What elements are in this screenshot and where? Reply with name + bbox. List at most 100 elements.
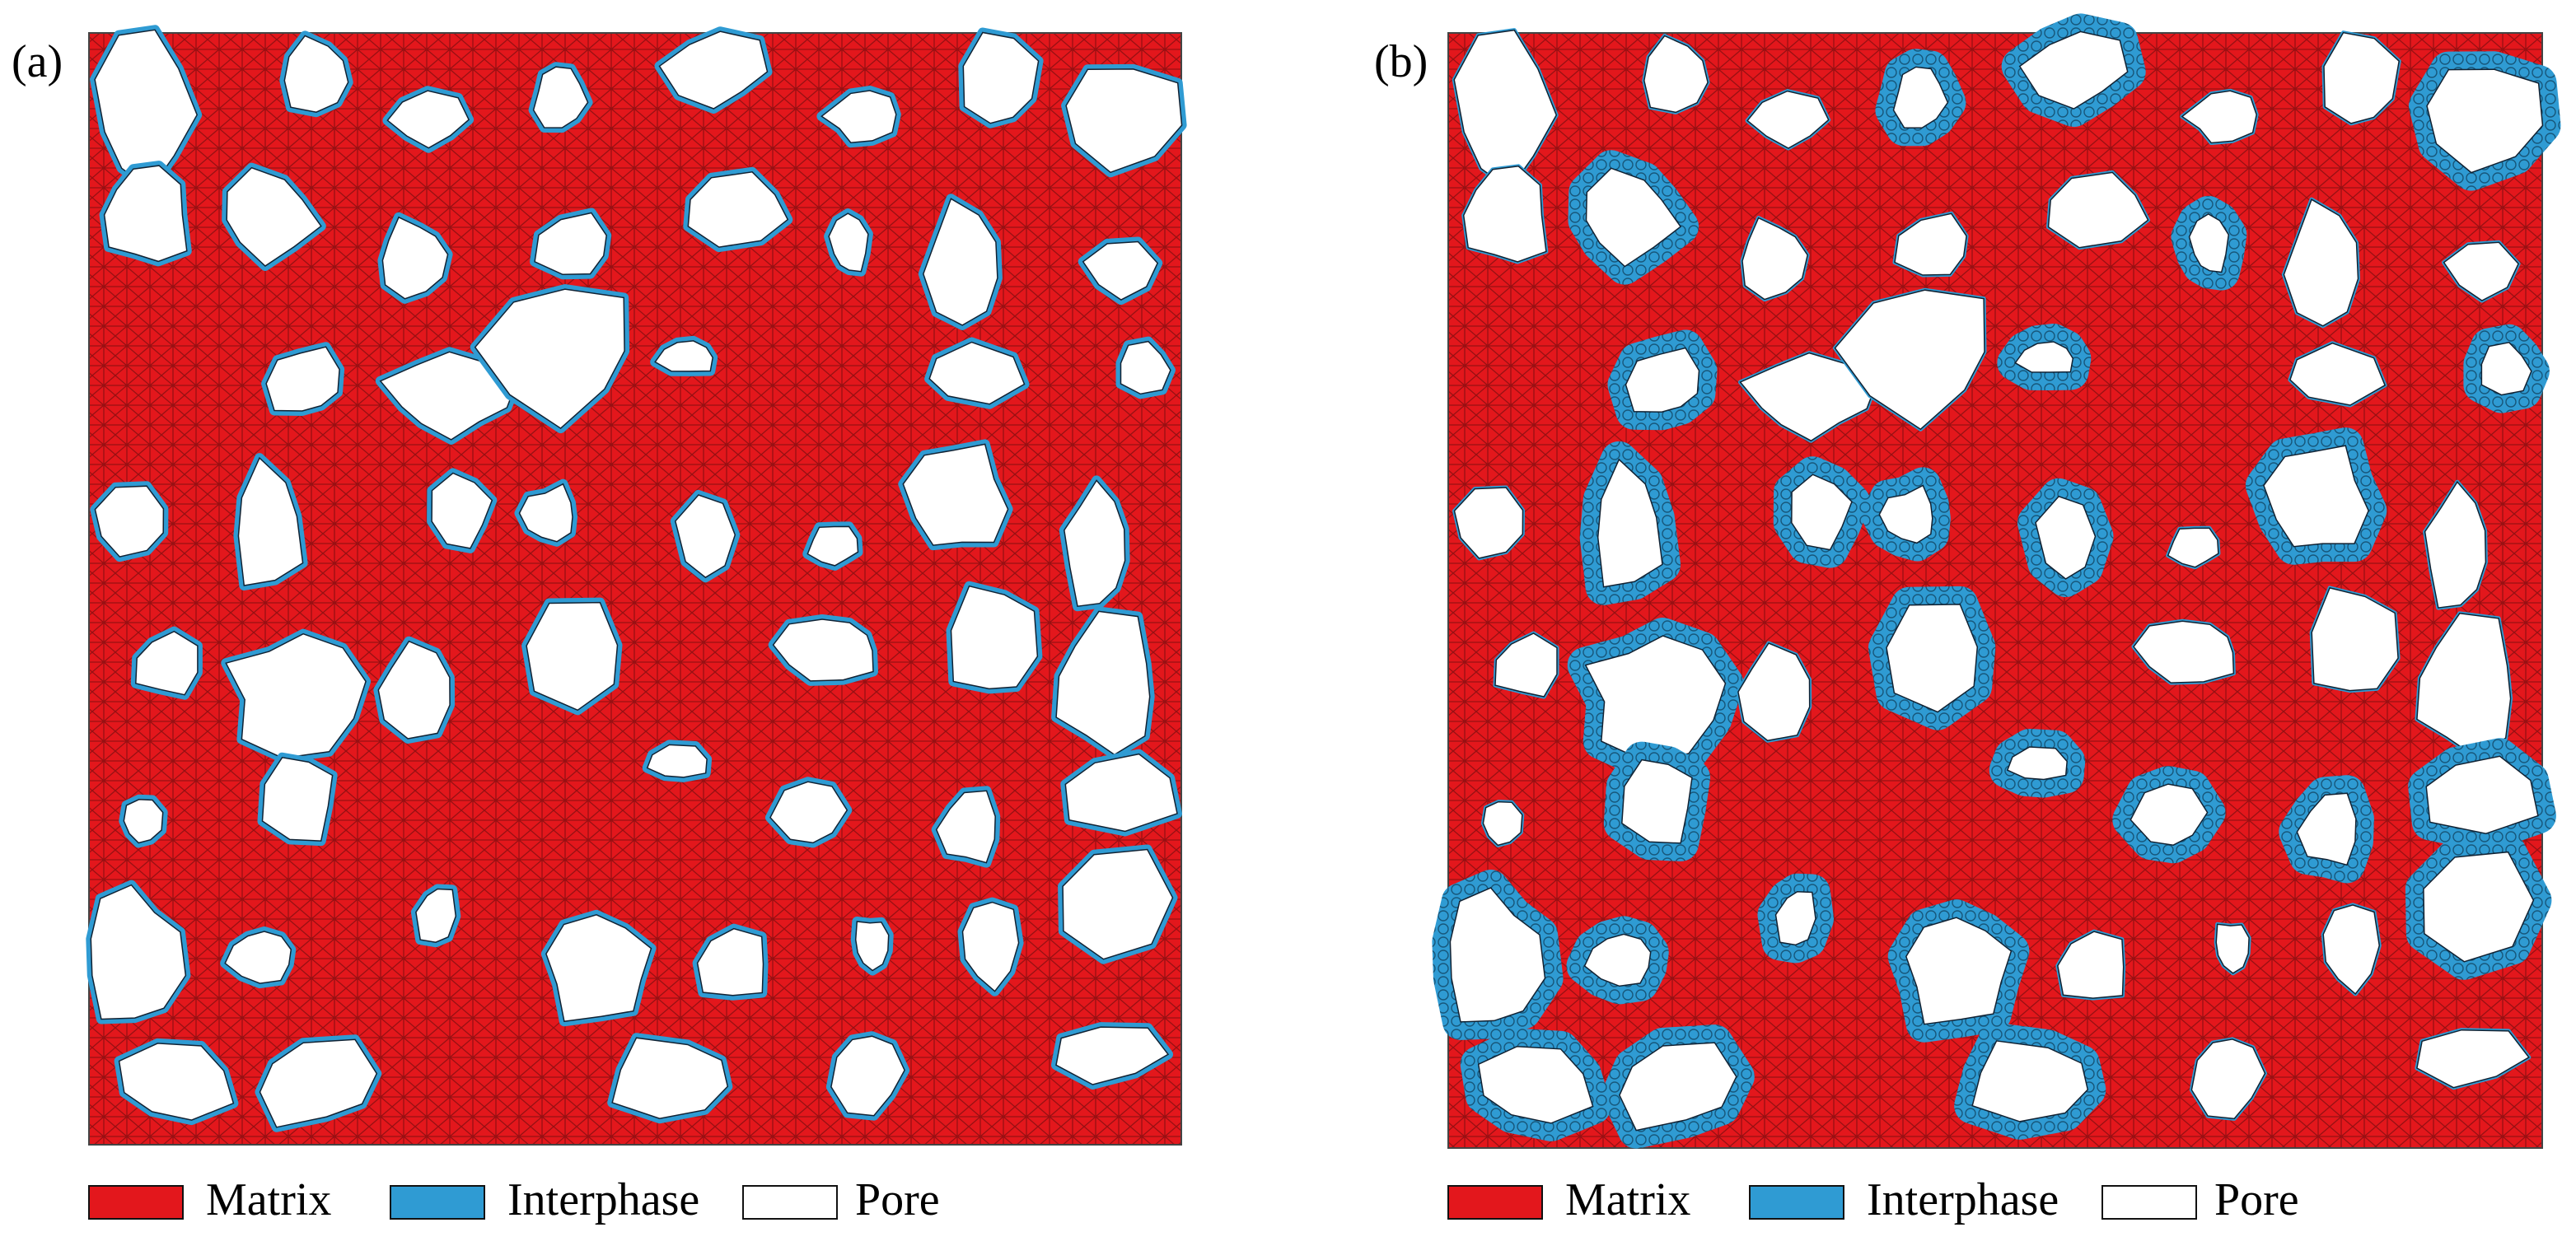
pore [1584,635,1727,761]
legend-swatch [88,1185,184,1220]
pore [2035,495,2097,580]
pore [1878,484,1933,544]
legend-swatch [390,1185,485,1220]
legend-label: Interphase [507,1174,699,1225]
pore [1774,890,1816,946]
pore [431,472,493,549]
pores [1432,13,2561,1149]
pore [2167,527,2219,568]
pore [1064,479,1126,608]
pore [259,1038,378,1128]
pore [2323,31,2401,124]
pore [646,744,708,778]
legend-label: Matrix [1565,1174,1690,1225]
pore [1739,352,1878,442]
pore [118,1043,235,1121]
pore [1064,753,1178,833]
pore [611,1037,729,1119]
pore [828,212,869,273]
pore [962,31,1040,124]
pore [2018,30,2129,110]
pore [261,756,334,842]
pore [2263,445,2370,548]
panel-label: (b) [1374,36,1428,87]
pore [923,198,998,326]
pore [265,346,340,412]
panel: (b) Matrix Interphase Pore [1374,13,2561,1225]
pore [532,66,589,128]
pore [854,921,890,972]
pore [379,351,519,441]
pore [830,1035,905,1117]
pore [1621,758,1693,844]
pore [2181,90,2257,144]
pore [1453,487,1524,559]
pore [2423,851,2535,963]
pore [2416,1029,2530,1089]
pore [696,927,764,996]
pore [1055,1026,1170,1085]
pore [772,618,874,682]
pore [961,901,1020,992]
pore [534,212,607,276]
pore [545,914,652,1023]
pore [1065,68,1183,174]
pore [2289,342,2387,406]
pore [1971,1040,2089,1122]
pore [377,640,451,740]
pore [237,456,304,586]
pore [2424,480,2487,609]
pore [1625,347,1700,413]
pore [1120,340,1171,395]
pore [806,525,859,567]
pore [283,35,349,113]
pore [103,165,188,263]
pore [381,216,449,300]
pore [1746,90,1830,149]
pore [2006,746,2068,781]
legend-swatch [1447,1185,1543,1220]
pore [1082,240,1159,301]
pore [687,171,789,248]
pore [2296,792,2357,866]
pore [2322,904,2381,995]
pore [2190,1038,2266,1120]
pore [526,601,619,712]
pore [386,90,470,149]
pore [1791,474,1853,551]
pore [1597,458,1663,588]
pore [935,790,996,864]
pore [415,888,457,943]
legend-swatch [1749,1185,1844,1220]
pore [1905,917,2013,1025]
pore [123,799,164,844]
pore [2425,755,2539,834]
pore [1062,848,1174,960]
pore [928,341,1026,405]
pore [654,340,713,372]
legend-label: Interphase [1867,1174,2059,1225]
panel: (a) Matrix Interphase Pore [12,25,1187,1225]
pore [2215,923,2250,974]
pore [1619,1042,1737,1132]
legend-swatch [2101,1185,2197,1220]
pore [820,90,897,143]
legend-label: Matrix [206,1174,331,1225]
pore [2057,931,2125,999]
pore [2130,783,2209,846]
pore [1741,217,1809,301]
pore [2426,68,2544,174]
pore [135,630,199,696]
pore [2480,341,2532,396]
pore [2047,171,2149,249]
pore [224,931,292,984]
pore [2283,198,2359,327]
pore [1834,289,1985,431]
pore [658,30,769,110]
pore [2188,213,2230,273]
pore [90,884,187,1020]
pore [2133,620,2235,684]
pore [902,443,1009,546]
legend-swatch [742,1185,838,1220]
